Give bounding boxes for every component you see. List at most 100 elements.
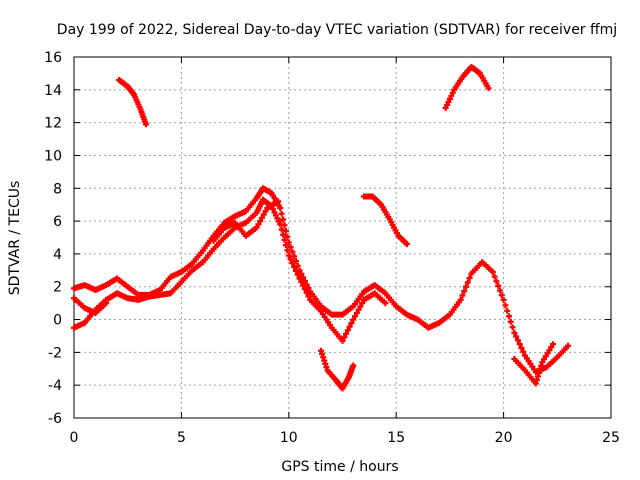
series-arc-b [71,196,389,344]
data-point [300,282,307,289]
data-point [255,221,262,228]
data-point [287,256,294,263]
data-point [341,334,348,341]
data-point [514,337,521,344]
data-point [262,208,269,215]
data-point [500,296,507,303]
data-point [339,337,346,344]
axis-ticks: 0 5 10 15 20 25 -6 -4 -2 0 2 4 6 8 10 12 14 16 [44,50,620,446]
data-point [287,244,294,251]
data-point [275,198,282,205]
series-arc-d [210,198,282,244]
y-tick-label: -6 [48,411,62,427]
data-point [289,248,296,255]
data-point [298,279,305,286]
data-point [355,306,362,313]
data-point [280,231,287,238]
data-point [305,293,312,300]
data-point [382,300,389,307]
data-point [344,327,351,334]
series-arc-a [71,185,572,376]
data-point [289,260,296,267]
y-tick-label: 4 [53,247,62,263]
y-tick-label: -4 [48,378,62,394]
data-point [461,288,468,295]
y-tick-label: 8 [53,181,62,197]
data-point [258,214,265,221]
data-point [550,341,557,348]
data-point [350,316,357,323]
data-point [505,313,512,320]
series-arc-f [442,63,492,111]
data-point [348,320,355,327]
grid-lines [74,57,611,418]
series-arc-e [116,76,149,128]
data-point [509,324,516,331]
data-point [497,287,504,294]
y-tick-label: 0 [53,313,62,329]
data-point [565,342,572,349]
data-point [301,286,308,293]
data-point [491,273,498,280]
data-point [294,271,301,278]
data-point [485,85,492,92]
data-point [359,300,366,307]
data-point [346,323,353,330]
data-point [278,226,285,233]
data-point [296,275,303,282]
data-point [350,362,357,369]
x-tick-label: 5 [177,430,186,446]
y-axis-label: SDTVAR / TECUs [7,181,23,296]
data-point [257,218,264,225]
data-point [495,282,502,289]
x-tick-label: 0 [70,430,79,446]
data-point [357,303,364,310]
data-point [253,224,260,231]
data-point [507,318,514,325]
series-arc-i [511,341,557,387]
data-point [504,307,511,314]
x-tick-label: 15 [387,430,405,446]
data-point [466,274,473,281]
data-point [459,292,466,299]
chart-title: Day 199 of 2022, Sidereal Day-to-day VTE… [57,22,617,38]
data-point [353,309,360,316]
y-tick-label: -2 [48,345,62,361]
data-point [291,264,298,271]
data-point [489,268,496,275]
data-point [518,344,525,351]
x-tick-label: 25 [602,430,620,446]
data-point [520,348,527,355]
data-point [493,278,500,285]
plot-frame [73,56,612,419]
y-tick-label: 16 [44,50,62,66]
data-point [103,300,110,307]
data-point [281,236,288,243]
data-point [280,216,287,223]
data-point [292,258,299,265]
y-tick-label: 14 [44,83,62,99]
data-point [303,289,310,296]
data-point [294,262,301,269]
data-point [277,204,284,211]
data-point [498,292,505,299]
data-point [284,233,291,240]
data-point [343,330,350,337]
data-point [142,121,149,128]
data-point [502,302,509,309]
y-tick-label: 12 [44,116,62,132]
data-point [516,341,523,348]
data-point [285,252,292,259]
series-arc-g [360,193,410,248]
data-point [292,267,299,274]
data-point [284,247,291,254]
x-tick-label: 20 [495,430,513,446]
data-point [464,279,471,286]
y-tick-label: 6 [53,214,62,230]
data-point [291,253,298,260]
data-point [282,242,289,249]
data-point [260,211,267,218]
data-point [403,241,410,248]
data-point [278,210,285,217]
